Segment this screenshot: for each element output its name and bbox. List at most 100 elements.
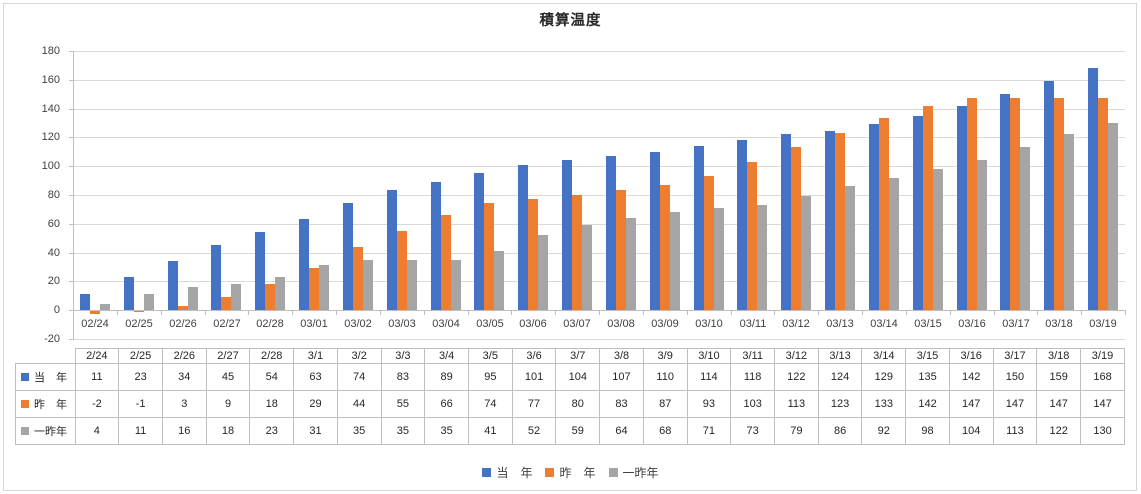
- table-date-header: 2/28: [249, 348, 295, 364]
- y-axis-tick: [69, 310, 73, 311]
- bar[interactable]: [967, 98, 977, 310]
- table-value-cell: 147: [992, 390, 1038, 418]
- bar[interactable]: [582, 225, 592, 310]
- gridline: [73, 109, 1125, 110]
- bar[interactable]: [791, 147, 801, 310]
- bar[interactable]: [1020, 147, 1030, 310]
- table-date-header: 3/16: [948, 348, 994, 364]
- bar[interactable]: [913, 116, 923, 310]
- bar[interactable]: [923, 106, 933, 310]
- bar[interactable]: [660, 185, 670, 310]
- bar[interactable]: [1088, 68, 1098, 310]
- bar[interactable]: [90, 311, 100, 314]
- bar[interactable]: [835, 133, 845, 310]
- x-axis-label: 03/09: [651, 318, 679, 330]
- table-value-cell: 80: [555, 390, 601, 418]
- table-value-cell: 147: [1036, 390, 1082, 418]
- bar[interactable]: [275, 277, 285, 310]
- x-axis-label: 03/18: [1045, 318, 1073, 330]
- bar[interactable]: [616, 190, 626, 310]
- bar[interactable]: [562, 160, 572, 310]
- x-axis-label: 03/03: [388, 318, 416, 330]
- bar[interactable]: [397, 231, 407, 310]
- bar[interactable]: [441, 215, 451, 310]
- bar[interactable]: [221, 297, 231, 310]
- bar[interactable]: [518, 165, 528, 310]
- bar[interactable]: [100, 304, 110, 310]
- legend-item[interactable]: 一昨年: [608, 464, 659, 481]
- x-axis-tick: [818, 310, 819, 315]
- bar[interactable]: [650, 152, 660, 310]
- legend-item[interactable]: 昨 年: [545, 464, 596, 481]
- table-value-cell: 168: [1080, 363, 1125, 391]
- bar[interactable]: [845, 186, 855, 310]
- bar[interactable]: [363, 260, 373, 310]
- bar[interactable]: [704, 176, 714, 310]
- bar[interactable]: [606, 156, 616, 310]
- bar[interactable]: [889, 178, 899, 310]
- bar[interactable]: [134, 311, 144, 312]
- bar[interactable]: [825, 131, 835, 310]
- table-date-header: 3/3: [380, 348, 426, 364]
- bar[interactable]: [431, 182, 441, 310]
- bar[interactable]: [957, 106, 967, 310]
- bar[interactable]: [299, 219, 309, 310]
- bar[interactable]: [231, 284, 241, 310]
- bar[interactable]: [737, 140, 747, 310]
- bar[interactable]: [474, 173, 484, 310]
- bar[interactable]: [353, 247, 363, 310]
- bar[interactable]: [80, 294, 90, 310]
- bar[interactable]: [144, 294, 154, 310]
- bar[interactable]: [265, 284, 275, 310]
- bar[interactable]: [670, 212, 680, 310]
- bar[interactable]: [747, 162, 757, 310]
- bar[interactable]: [124, 277, 134, 310]
- bar[interactable]: [343, 203, 353, 310]
- x-axis-label: 03/12: [782, 318, 810, 330]
- bar[interactable]: [757, 205, 767, 310]
- bar[interactable]: [178, 306, 188, 310]
- bar[interactable]: [188, 287, 198, 310]
- bar[interactable]: [869, 124, 879, 310]
- bar[interactable]: [781, 134, 791, 310]
- bar[interactable]: [626, 218, 636, 310]
- bar[interactable]: [1044, 81, 1054, 310]
- chart-title: 積算温度: [539, 13, 602, 29]
- gridline: [73, 224, 1125, 225]
- gridline: [73, 137, 1125, 138]
- bar[interactable]: [879, 118, 889, 310]
- bar[interactable]: [211, 245, 221, 310]
- bar[interactable]: [528, 199, 538, 310]
- bar[interactable]: [538, 235, 548, 310]
- legend-key-icon: [21, 427, 29, 435]
- table-value-cell: 95: [467, 363, 513, 391]
- bar[interactable]: [694, 146, 704, 310]
- bar[interactable]: [1064, 134, 1074, 310]
- bar[interactable]: [484, 203, 494, 310]
- table-value-cell: 159: [1036, 363, 1082, 391]
- bar[interactable]: [1108, 123, 1118, 310]
- bar[interactable]: [977, 160, 987, 310]
- x-axis-label: 02/25: [125, 318, 153, 330]
- bar[interactable]: [387, 190, 397, 310]
- bar[interactable]: [933, 169, 943, 310]
- bar[interactable]: [1000, 94, 1010, 310]
- bar[interactable]: [1010, 98, 1020, 310]
- data-table[interactable]: 2/24 2/25 2/26 2/27 2/28 3/1 3/2 3/3 3/4 3/5 3/6 3/…: [15, 348, 1125, 445]
- bar[interactable]: [572, 195, 582, 310]
- bar[interactable]: [255, 232, 265, 310]
- bar[interactable]: [309, 268, 319, 310]
- bar[interactable]: [407, 260, 417, 310]
- legend-item[interactable]: 当 年: [482, 464, 532, 481]
- bar[interactable]: [1098, 98, 1108, 310]
- bar[interactable]: [801, 196, 811, 310]
- bar[interactable]: [319, 265, 329, 310]
- x-axis-tick: [950, 310, 951, 315]
- bar[interactable]: [451, 260, 461, 310]
- bar[interactable]: [168, 261, 178, 310]
- bar[interactable]: [1054, 98, 1064, 310]
- table-value-cell: 93: [686, 390, 732, 418]
- bar[interactable]: [714, 208, 724, 310]
- x-axis-tick: [774, 310, 775, 315]
- bar[interactable]: [494, 251, 504, 310]
